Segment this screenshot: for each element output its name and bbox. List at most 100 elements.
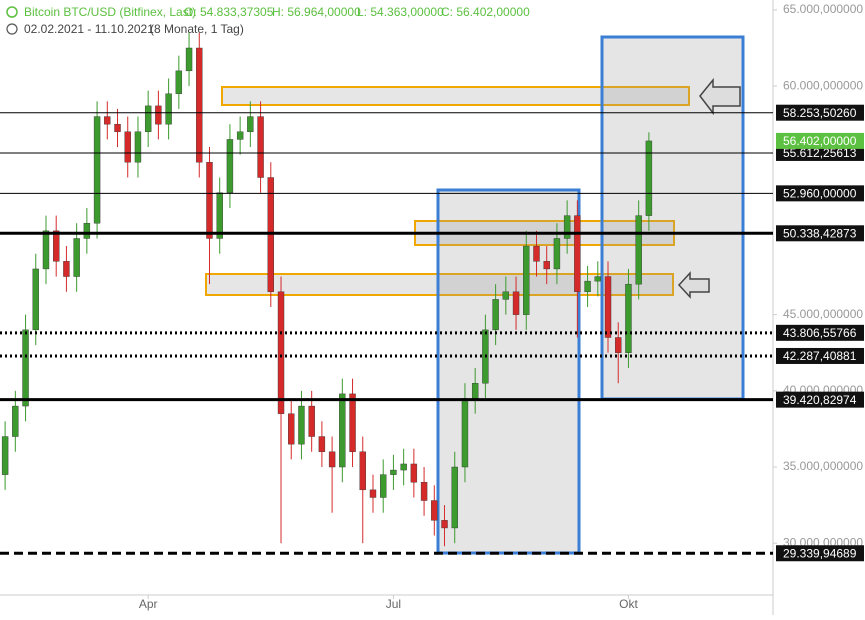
ohlc: L: 54.363,00000 xyxy=(357,5,444,19)
candle-body xyxy=(400,463,407,471)
level-tag xyxy=(776,185,864,202)
candle-body xyxy=(247,116,254,132)
candle-body xyxy=(420,482,428,501)
candle-body xyxy=(206,162,213,239)
candle-body xyxy=(625,283,632,353)
level-tag xyxy=(776,104,864,121)
candle-body xyxy=(492,299,499,331)
level-tag xyxy=(776,225,864,242)
candle-body xyxy=(410,463,418,483)
candle-body xyxy=(328,451,336,468)
level-label: 43.806,55766 xyxy=(783,326,857,340)
candle-body xyxy=(83,223,91,239)
candle-body xyxy=(318,436,326,452)
candle-body xyxy=(63,261,70,277)
candle-body xyxy=(308,405,315,437)
arrow xyxy=(699,77,741,116)
candle-body xyxy=(175,70,183,94)
candle-body xyxy=(349,393,356,452)
y-tick-label: 65.000,000000 xyxy=(783,2,863,16)
level-label: 58.253,50260 xyxy=(783,106,857,120)
candle-body xyxy=(594,276,601,282)
candle-body xyxy=(574,215,581,292)
level-label: 55.612,25613 xyxy=(783,146,857,160)
candle-body xyxy=(155,105,162,125)
candle-body xyxy=(369,489,377,498)
candle-body xyxy=(604,276,612,338)
y-tick-label: 45.000,000000 xyxy=(783,307,863,321)
candle-body xyxy=(441,520,448,529)
candles xyxy=(1,32,653,547)
price-tag xyxy=(776,132,864,149)
candle-body xyxy=(1,436,9,475)
x-tick-label: Okt xyxy=(619,597,638,611)
x-tick-label: Jul xyxy=(386,597,401,611)
candle-body xyxy=(165,93,172,125)
candle-body xyxy=(226,139,234,193)
candle-body xyxy=(451,466,458,529)
candle-body xyxy=(471,383,479,399)
level-tag xyxy=(776,347,864,364)
candle-body xyxy=(523,245,530,315)
candle-body xyxy=(298,405,305,445)
candle-body xyxy=(104,116,111,125)
level-label: 50.338,42873 xyxy=(783,226,857,240)
y-tick-label: 35.000,000000 xyxy=(783,459,863,473)
candle-body xyxy=(257,116,264,178)
candle-body xyxy=(114,123,121,132)
candle-body xyxy=(124,131,131,163)
candle-body xyxy=(134,131,142,163)
candle-body xyxy=(512,291,520,315)
candle-body xyxy=(216,192,223,239)
icon xyxy=(6,23,18,35)
candle-body xyxy=(543,261,550,270)
candle-body xyxy=(53,230,60,262)
candle-body xyxy=(359,451,366,491)
level-label: 52.960,00000 xyxy=(783,187,857,201)
icon xyxy=(6,6,18,18)
zone xyxy=(221,86,690,106)
candle-body xyxy=(288,413,295,445)
level-label: 42.287,40881 xyxy=(783,349,857,363)
candle-body xyxy=(32,268,39,331)
candle-body xyxy=(93,116,101,224)
level-tag xyxy=(776,545,864,562)
candle-body xyxy=(615,337,622,353)
ohlc: O: 54.833,37305 xyxy=(184,5,274,19)
candle-body xyxy=(380,474,387,498)
candle-body xyxy=(42,230,50,270)
level-tag xyxy=(776,324,864,341)
y-tick-label: 60.000,000000 xyxy=(783,78,863,92)
x-tick-label: Apr xyxy=(139,597,158,611)
candle-body xyxy=(553,238,561,270)
period: 02.02.2021 - 11.10.2021 xyxy=(24,22,154,36)
candle-body xyxy=(502,291,510,300)
period-note: (8 Monate, 1 Tag) xyxy=(150,22,244,36)
candle-body xyxy=(185,47,193,72)
candle-body xyxy=(431,500,438,521)
level-label: 29.339,94689 xyxy=(783,546,857,560)
candle-body xyxy=(635,215,642,285)
level-label: 39.420,82974 xyxy=(783,393,857,407)
arrow xyxy=(677,271,710,299)
candle-body xyxy=(22,329,29,407)
candle-body xyxy=(563,215,571,239)
candle-body xyxy=(533,245,540,262)
level-tag xyxy=(776,144,864,161)
candle-body xyxy=(339,393,346,468)
level-tag xyxy=(776,391,864,408)
candle-body xyxy=(645,140,653,216)
candle-body xyxy=(277,291,285,414)
candle-body xyxy=(73,238,80,277)
candle-body xyxy=(196,47,203,163)
price-label: 56.402,00000 xyxy=(783,134,857,148)
candle-body xyxy=(12,405,19,437)
candle-body xyxy=(236,131,244,140)
candle-body xyxy=(584,280,591,292)
candle-body xyxy=(461,398,469,468)
ohlc: H: 56.964,00000 xyxy=(272,5,361,19)
candle-body xyxy=(390,469,397,475)
title: Bitcoin BTC/USD (Bitfinex, Last) xyxy=(24,5,196,19)
candle-body xyxy=(144,105,152,132)
